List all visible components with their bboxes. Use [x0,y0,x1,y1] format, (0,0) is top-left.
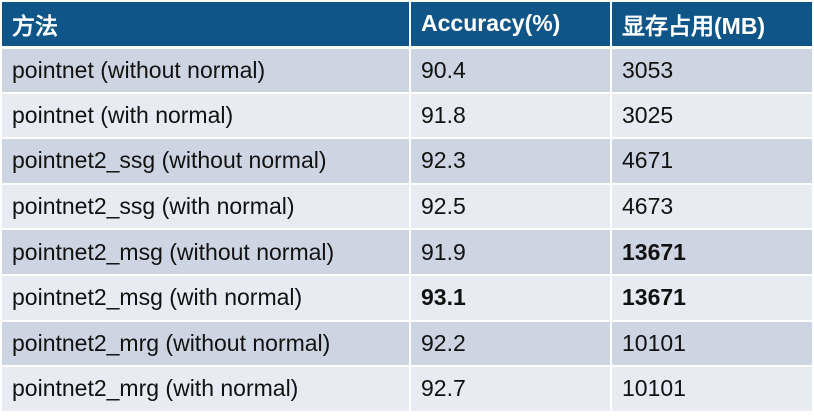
memory-cell: 13671 [611,229,812,276]
memory-cell: 3025 [611,92,812,140]
accuracy-cell: 93.1 [410,274,612,322]
table-body: pointnet (without normal) 90.4 3053 poin… [2,47,812,413]
method-cell: pointnet2_msg (with normal) [2,274,411,322]
header-memory: 显存占用(MB) [611,2,812,49]
table-row: pointnet (with normal) 91.8 3025 [2,92,812,140]
accuracy-cell: 92.7 [410,366,612,413]
table-row: pointnet2_mrg (without normal) 92.2 1010… [2,320,812,368]
accuracy-cell: 92.3 [410,138,612,185]
method-cell: pointnet2_ssg (with normal) [2,183,411,231]
method-cell: pointnet (with normal) [2,92,411,140]
memory-cell: 10101 [611,366,812,413]
accuracy-cell: 91.9 [410,229,612,276]
table-row: pointnet2_ssg (without normal) 92.3 4671 [2,138,812,185]
header-accuracy: Accuracy(%) [410,2,612,49]
accuracy-cell: 90.4 [410,47,612,94]
accuracy-cell: 91.8 [410,92,612,140]
table-row: pointnet2_msg (with normal) 93.1 13671 [2,274,812,322]
memory-cell: 10101 [611,320,812,368]
memory-cell: 13671 [611,274,812,322]
table-row: pointnet (without normal) 90.4 3053 [2,47,812,94]
method-cell: pointnet (without normal) [2,47,411,94]
method-cell: pointnet2_msg (without normal) [2,229,411,276]
method-cell: pointnet2_ssg (without normal) [2,138,411,185]
table-row: pointnet2_ssg (with normal) 92.5 4673 [2,183,812,231]
accuracy-cell: 92.2 [410,320,612,368]
table-row: pointnet2_mrg (with normal) 92.7 10101 [2,366,812,413]
table-row: pointnet2_msg (without normal) 91.9 1367… [2,229,812,276]
memory-cell: 4673 [611,183,812,231]
method-cell: pointnet2_mrg (with normal) [2,366,411,413]
memory-cell: 4671 [611,138,812,185]
header-row: 方法 Accuracy(%) 显存占用(MB) [2,2,812,49]
accuracy-cell: 92.5 [410,183,612,231]
memory-cell: 3053 [611,47,812,94]
header-method: 方法 [2,2,411,49]
method-cell: pointnet2_mrg (without normal) [2,320,411,368]
